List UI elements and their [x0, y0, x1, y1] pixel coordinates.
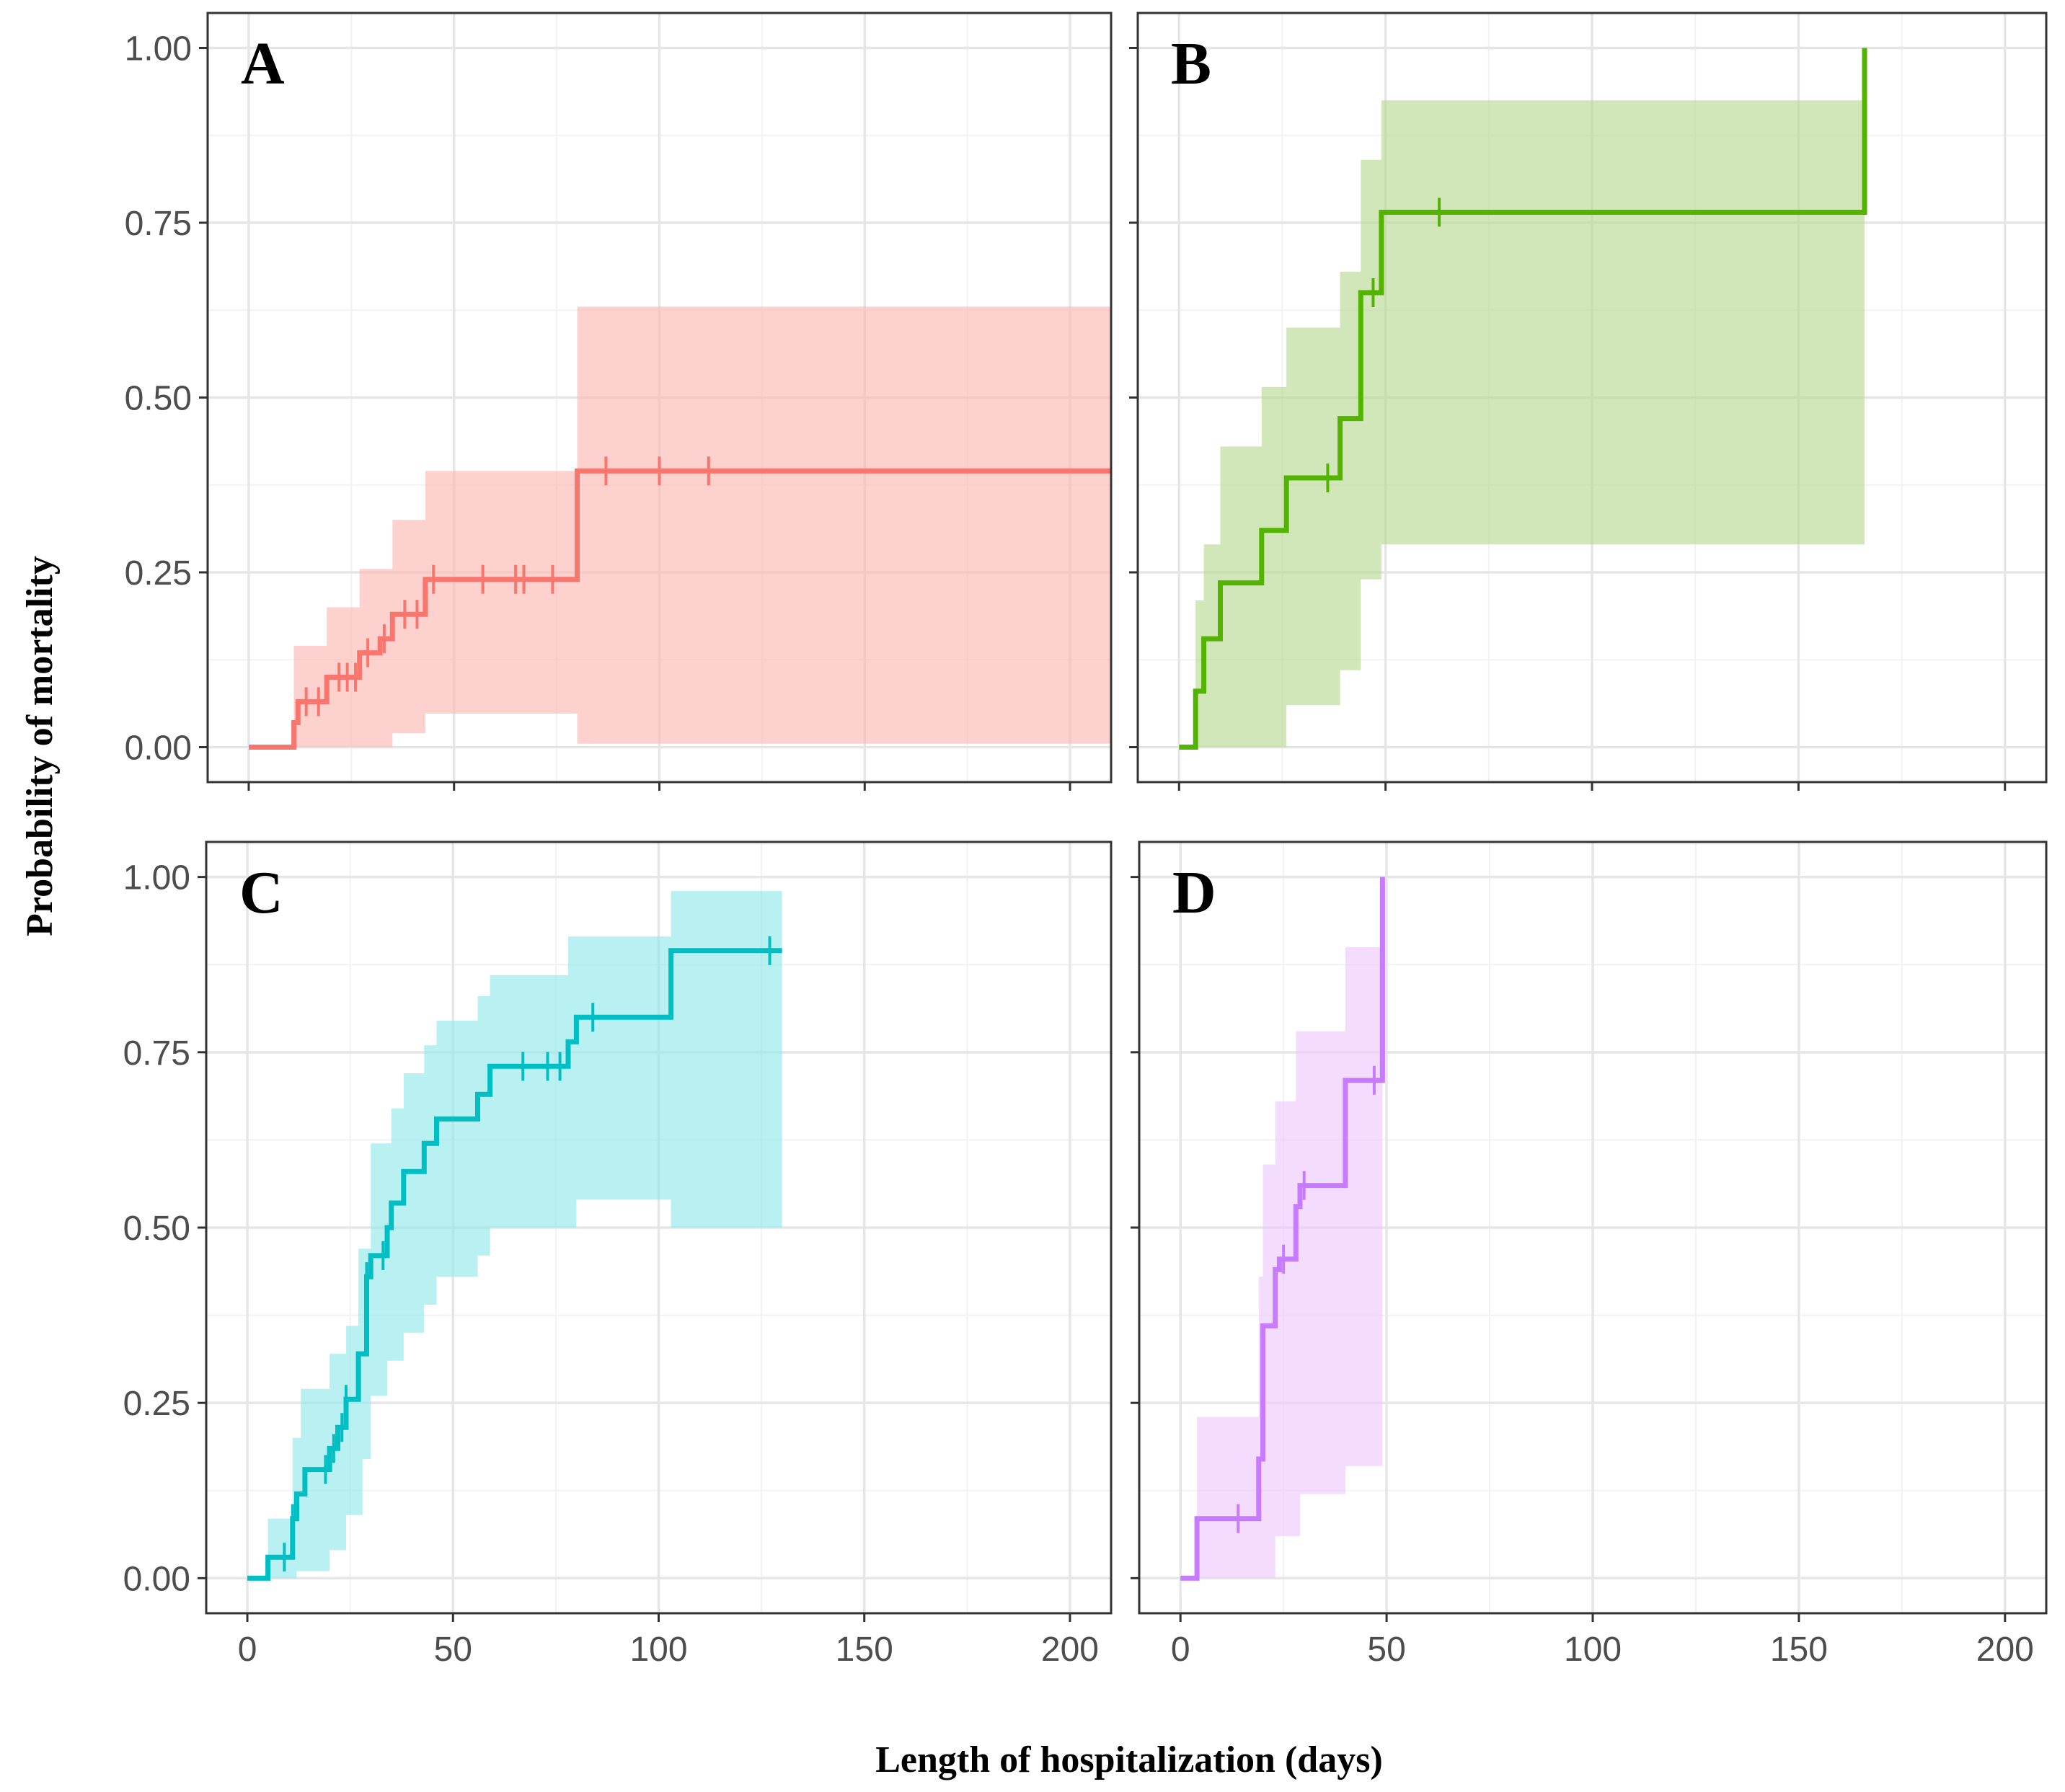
panel-d-x-tick-label: 50 [1367, 1631, 1405, 1669]
panel-a-y-tick-label: 1.00 [125, 30, 192, 68]
panel-c-y-tick-label: 1.00 [123, 859, 190, 897]
panel-b-censor-marks [1326, 198, 1441, 493]
panel-c-x-tick-label: 50 [434, 1631, 472, 1669]
panel-c-survival-curve [247, 948, 782, 1581]
panel-d-label: D [1172, 859, 1216, 926]
panel-c-y-tick-label: 0.25 [123, 1385, 190, 1423]
panel-d-x-tick-label: 200 [1976, 1631, 2034, 1669]
panel-c-label: C [239, 859, 283, 926]
panel-a-y-tick-label: 0.75 [125, 205, 192, 243]
panel-d-survival-curve [1180, 877, 1385, 1581]
panel-c-y-tick-label: 0.75 [123, 1034, 190, 1073]
panel-a-y-tick-label: 0.00 [125, 729, 192, 768]
panel-d-confidence-band [1180, 877, 1383, 1579]
panel-d-censor-marks [1237, 1065, 1376, 1533]
panel-b-survival-curve [1179, 48, 1867, 750]
panel-a-label: A [241, 30, 285, 97]
panel-c-confidence-band [247, 891, 782, 1579]
panel-c-x-tick-label: 100 [629, 1631, 687, 1669]
panel-a-censor-marks [304, 456, 710, 717]
panel-a-confidence-band [249, 306, 1111, 748]
panel-c-y-tick-label: 0.00 [123, 1560, 190, 1598]
panel-d-x-tick-label: 150 [1770, 1631, 1828, 1669]
panel-a-y-tick-label: 0.50 [125, 380, 192, 418]
panel-a-y-tick-label: 0.25 [125, 554, 192, 593]
panel-b-confidence-band [1179, 100, 1865, 748]
panel-c-x-tick-label: 200 [1041, 1631, 1099, 1669]
panel-b-label: B [1171, 30, 1211, 97]
panel-a-survival-curve [249, 468, 1111, 750]
x-axis-title: Length of hospitalization (days) [875, 1739, 1383, 1780]
panel-d-x-tick-label: 100 [1564, 1631, 1622, 1669]
panel-d: 0 50 100 150 200 D [1131, 840, 2048, 1669]
panel-c-x-tick-label: 150 [836, 1631, 893, 1669]
panel-a: 0.00 0.25 0.50 0.75 1.00 A [125, 12, 1113, 791]
y-axis-title: Probability of mortality [19, 556, 61, 936]
panel-d-x-tick-label: 0 [1171, 1631, 1190, 1669]
panel-c-x-tick-label: 0 [238, 1631, 257, 1669]
panel-c-censor-marks [283, 936, 771, 1572]
panel-b: B [1129, 12, 2048, 791]
panel-c-y-tick-label: 0.50 [123, 1210, 190, 1248]
panel-c: 0.00 0.25 0.50 0.75 1.00 0 50 100 150 200 C [123, 840, 1113, 1669]
